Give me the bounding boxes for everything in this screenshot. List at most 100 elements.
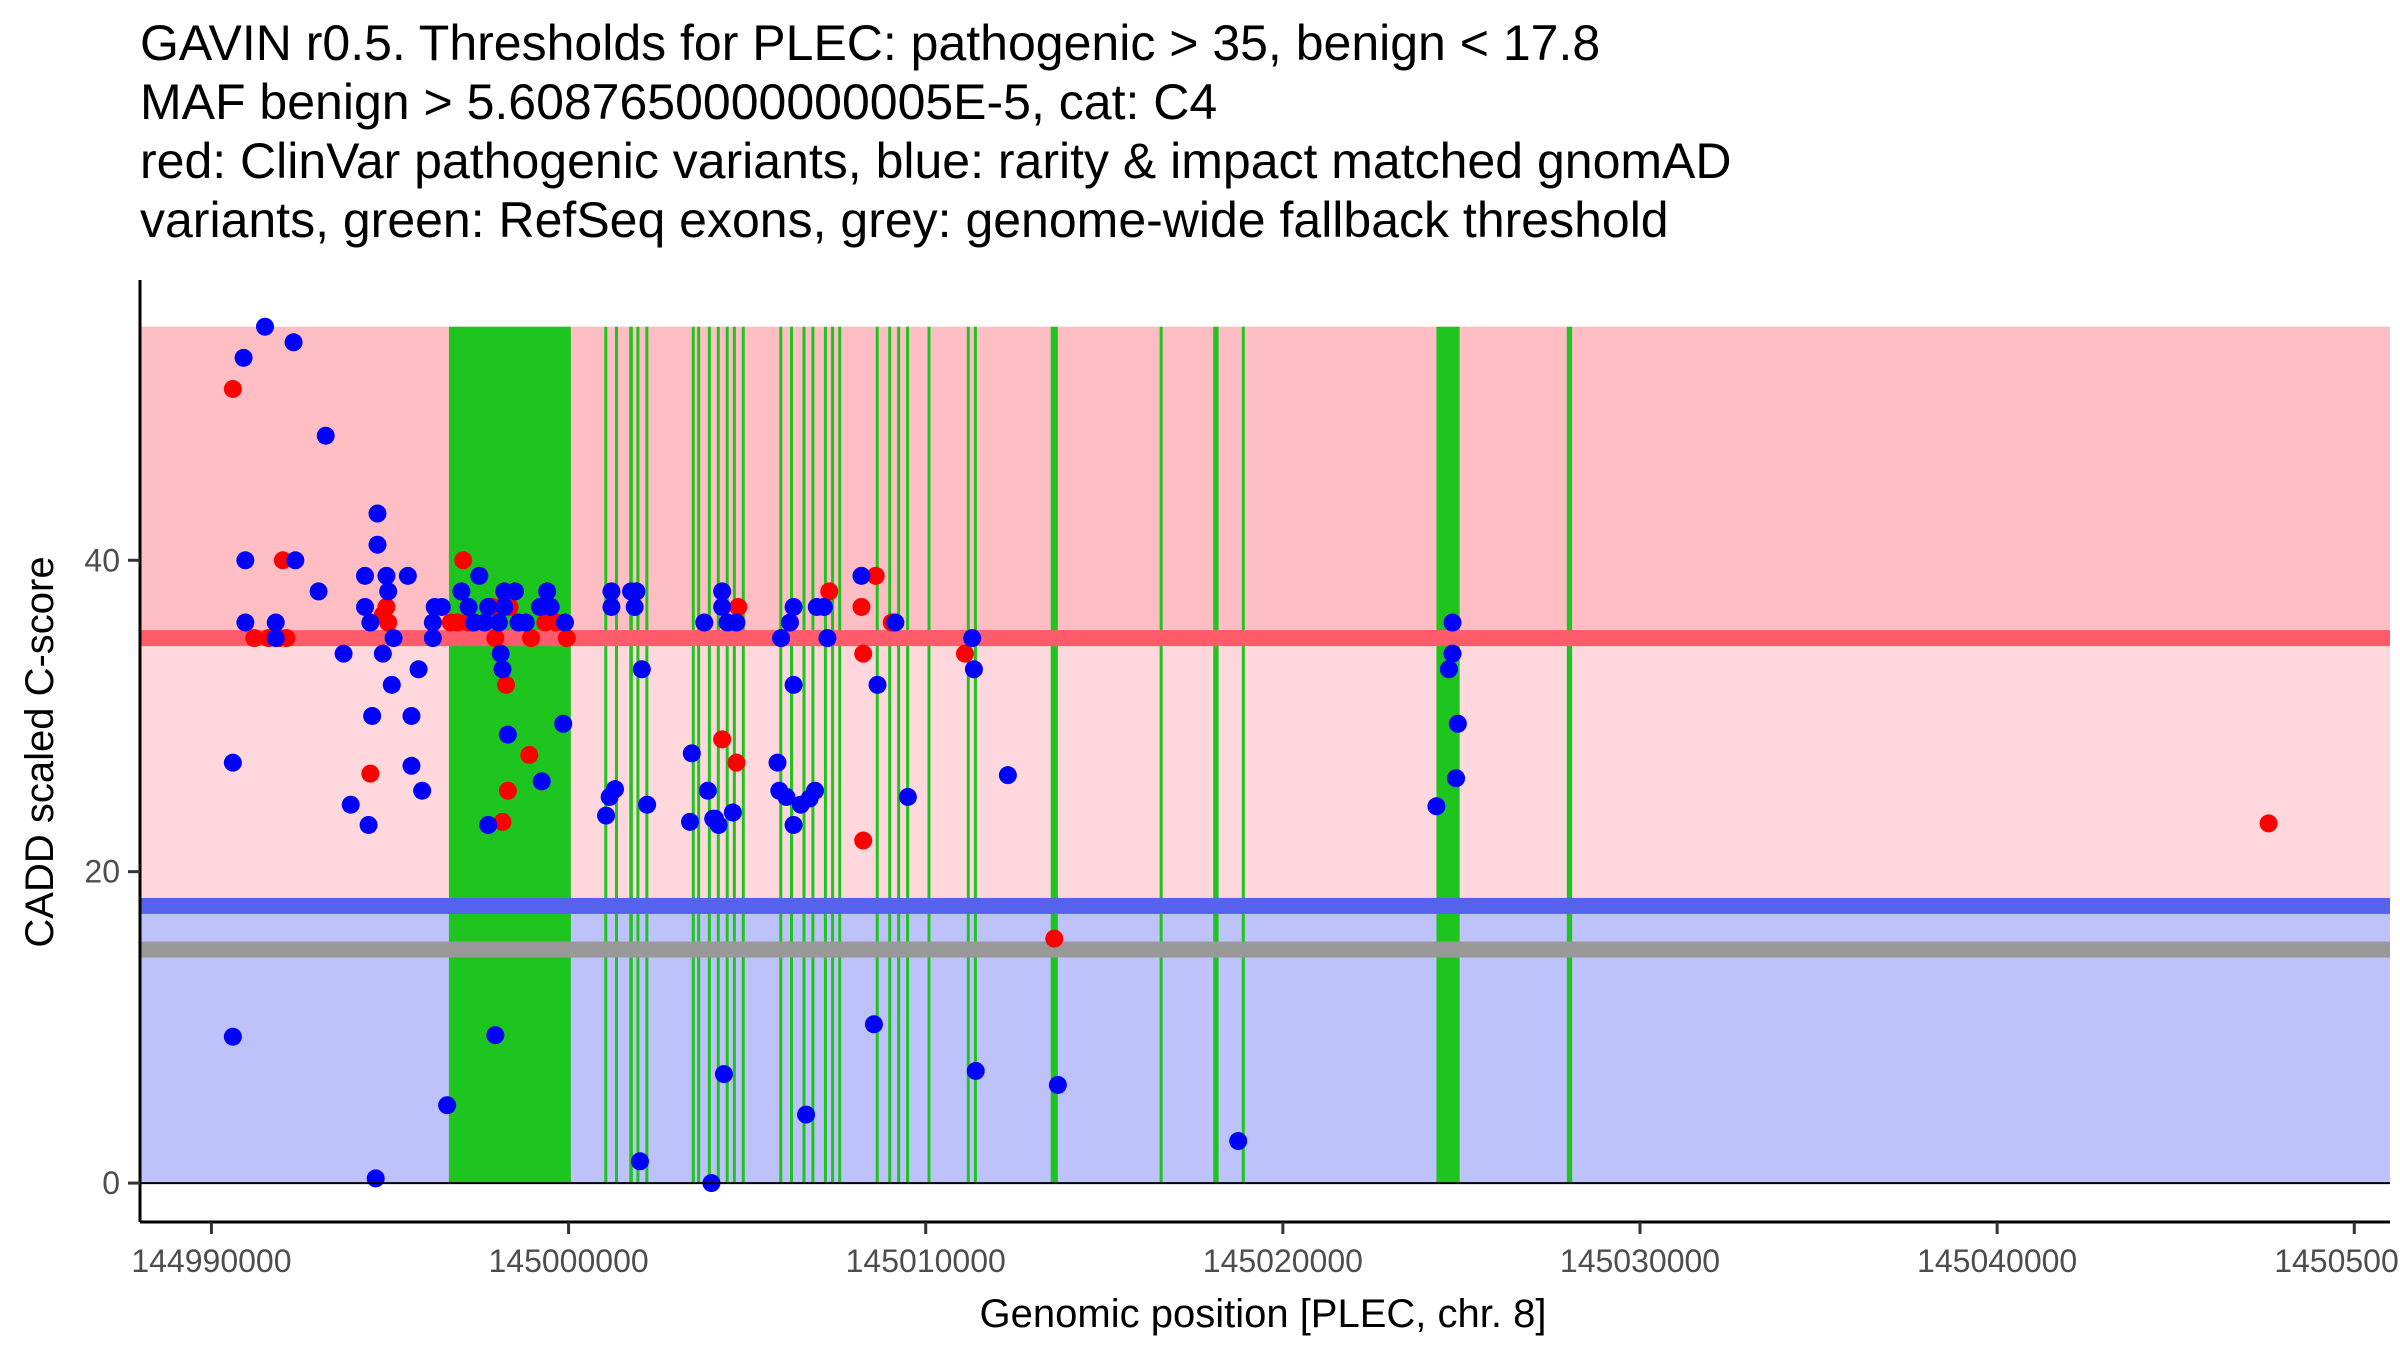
gnomad-point	[1427, 797, 1446, 816]
exon-bar	[811, 326, 815, 1184]
gnomad-point	[772, 629, 791, 648]
gnomad-point	[309, 582, 328, 601]
gnomad-point	[423, 629, 442, 648]
gnomad-point	[452, 582, 471, 601]
gnomad-point	[556, 613, 574, 632]
exon-bar	[1566, 326, 1573, 1184]
gnomad-point	[886, 613, 905, 632]
exon-bar	[615, 326, 618, 1184]
y-tick-label: 40	[84, 542, 120, 578]
clinvar-point	[498, 781, 517, 800]
gnomad-point	[682, 744, 701, 763]
gnomad-point	[489, 613, 508, 632]
gnomad-point	[532, 772, 551, 791]
clinvar-point	[520, 745, 539, 764]
gnomad-point	[963, 629, 982, 648]
exon-bar	[629, 326, 633, 1184]
clinvar-point	[522, 629, 541, 648]
gnomad-point	[723, 803, 742, 822]
exon-bar	[875, 326, 879, 1184]
gnomad-point	[223, 1027, 242, 1046]
exon-bar	[1436, 326, 1460, 1184]
x-tick-label: 144990000	[131, 1243, 291, 1279]
gnomad-point	[266, 613, 285, 632]
threshold-lines	[140, 630, 2390, 958]
clinvar-point	[273, 551, 292, 570]
x-tick-label: 145040000	[1917, 1243, 2077, 1279]
gnomad-point	[423, 613, 442, 632]
exon-bar	[636, 326, 640, 1184]
gnomad-point	[681, 812, 699, 831]
gnomad-point	[709, 815, 728, 834]
gnomad-point	[781, 613, 799, 632]
exon-bar	[707, 326, 711, 1184]
clinvar-point	[377, 597, 396, 616]
gnomad-point	[698, 781, 717, 800]
gnomad-point	[432, 597, 451, 616]
gnomad-point	[625, 597, 644, 616]
gnomad-point	[638, 795, 657, 814]
gnomad-point	[402, 756, 421, 775]
exon-bar	[831, 326, 835, 1184]
exon-bar	[1050, 326, 1058, 1184]
gnomad-point	[964, 660, 983, 679]
gnomad-point	[363, 706, 382, 725]
axes: 144990000 145000000 145010000 145020000 1450…	[84, 280, 2400, 1279]
y-tick-label: 0	[102, 1165, 120, 1201]
gnomad-point	[784, 675, 803, 694]
gnomad-point	[727, 613, 746, 632]
gnomad-point	[498, 725, 517, 744]
exon-bar	[448, 326, 569, 1184]
clinvar-point	[557, 629, 576, 648]
exon-bar	[906, 326, 910, 1184]
gnomad-point	[898, 787, 917, 806]
benign-threshold-line	[140, 897, 2390, 914]
gnomad-point	[223, 753, 242, 772]
clinvar-point	[2259, 814, 2278, 833]
clinvar-point	[493, 812, 512, 831]
gnomad-point	[491, 644, 510, 663]
gnomad-point	[1447, 769, 1466, 788]
x-tick-label: 145000000	[488, 1243, 648, 1279]
title-line-3: red: ClinVar pathogenic variants, blue: …	[140, 133, 1732, 189]
exon-bar	[716, 326, 720, 1184]
gnomad-point	[998, 766, 1017, 785]
gnomad-point	[1443, 613, 1462, 632]
clinvar-point	[1045, 929, 1064, 948]
gnomad-point	[284, 333, 303, 352]
gnomad-point	[1443, 644, 1462, 663]
x-tick-label: 145020000	[1203, 1243, 1363, 1279]
gnomad-point	[382, 675, 401, 694]
exon-bar	[741, 326, 745, 1184]
exon-bar	[897, 326, 901, 1184]
gnomad-point	[516, 613, 535, 632]
gnomad-point	[814, 597, 833, 616]
gnomad-point	[632, 660, 651, 679]
gnomad-point	[695, 613, 714, 632]
exon-bar	[604, 326, 608, 1184]
gnomad-point	[868, 675, 887, 694]
gnomad-point	[366, 1169, 385, 1188]
gnomad-point	[554, 714, 573, 733]
x-tick-label: 145030000	[1560, 1243, 1720, 1279]
exon-bar	[888, 326, 892, 1184]
gnomad-point	[538, 582, 557, 601]
gnomad-point	[597, 806, 616, 825]
gnomad-point	[409, 660, 428, 679]
gnomad-point	[256, 317, 274, 336]
gnomad-point	[459, 597, 478, 616]
title-line-4: variants, green: RefSeq exons, grey: gen…	[140, 192, 1669, 248]
exon-bar	[802, 326, 806, 1184]
exon-bar	[567, 326, 571, 1184]
gnomad-point	[236, 613, 255, 632]
gnomad-point	[236, 551, 255, 570]
gnomad-point	[356, 597, 374, 616]
gnomad-point	[361, 613, 380, 632]
x-tick-label: 145010000	[846, 1243, 1006, 1279]
gnomad-point	[286, 551, 305, 570]
fallback-threshold-line	[140, 941, 2390, 958]
gnomad-point	[777, 787, 796, 806]
exon-bar	[1241, 326, 1245, 1184]
gnomad-points	[223, 317, 1467, 1193]
